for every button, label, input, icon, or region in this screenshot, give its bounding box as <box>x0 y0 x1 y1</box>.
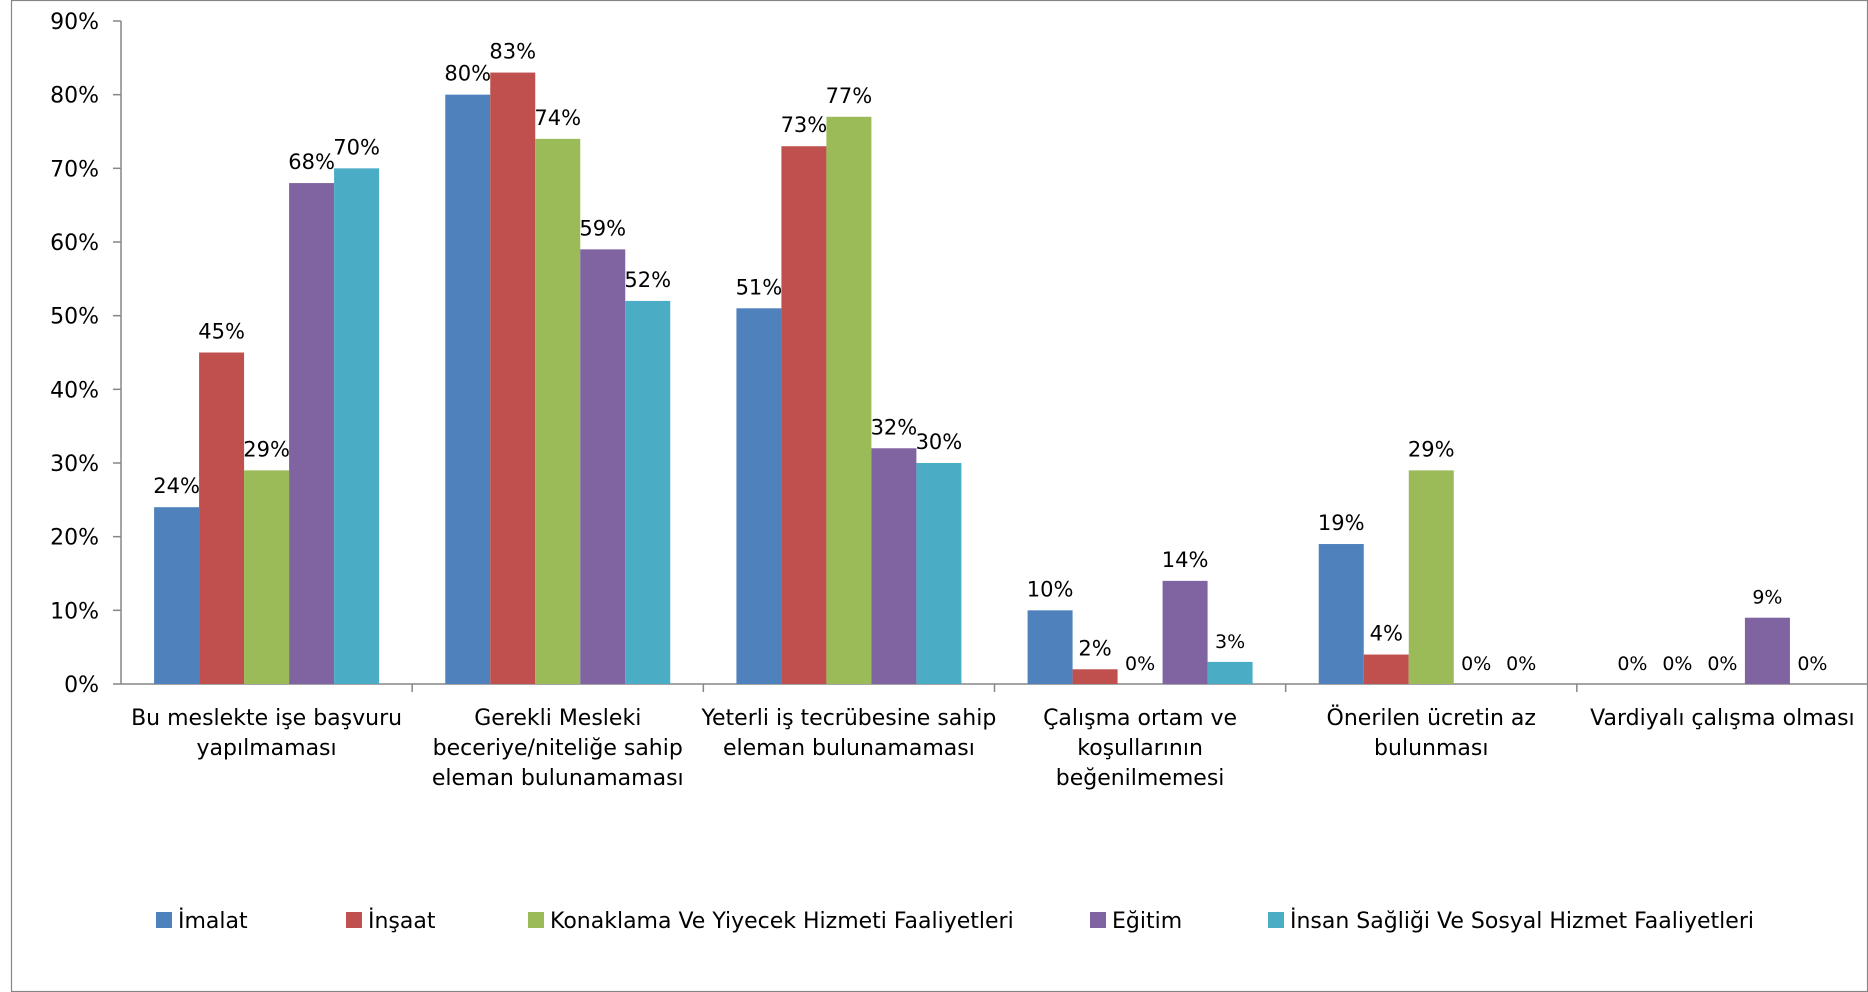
legend-swatch <box>528 912 544 928</box>
legend-item: Eğitim <box>1090 909 1182 934</box>
data-label: 9% <box>1752 587 1782 609</box>
y-tick-label: 70% <box>50 157 99 182</box>
legend-swatch <box>1268 912 1284 928</box>
data-label: 0% <box>1707 653 1737 675</box>
y-tick-label: 90% <box>50 10 99 35</box>
bar <box>871 448 917 684</box>
data-label: 0% <box>1125 653 1155 675</box>
data-label: 10% <box>1027 577 1074 601</box>
data-label: 29% <box>1408 437 1455 461</box>
bar <box>826 116 872 685</box>
data-label: 74% <box>534 106 581 130</box>
bar <box>580 249 626 684</box>
bar <box>781 146 827 684</box>
bar <box>334 168 380 685</box>
bar <box>1072 669 1118 684</box>
bar <box>736 308 782 684</box>
legend-item: İnsan Sağliği Ve Sosyal Hizmet Faaliyetl… <box>1268 908 1754 934</box>
legend-swatch <box>156 912 172 928</box>
data-label: 0% <box>1662 653 1692 675</box>
data-label: 59% <box>579 216 626 240</box>
y-tick-label: 40% <box>50 378 99 403</box>
x-category-label: Önerilen ücretin az bulunması <box>1327 705 1536 761</box>
legend-item: İmalat <box>156 908 248 934</box>
x-category-label: Bu meslekte işe başvuru yapılmaması <box>131 706 402 761</box>
data-label: 32% <box>871 415 918 439</box>
legend-label: İmalat <box>178 908 248 934</box>
legend-label: İnşaat <box>368 908 436 934</box>
bar <box>289 183 335 685</box>
x-category-label: Yeterli iş tecrübesine sahip eleman bulun… <box>701 706 997 761</box>
legend-item: İnşaat <box>346 908 436 934</box>
bar <box>1408 470 1454 684</box>
y-tick-label: 20% <box>50 526 99 551</box>
bar <box>1027 610 1073 684</box>
y-tick-label: 50% <box>50 305 99 330</box>
bar <box>1318 544 1364 684</box>
data-label: 77% <box>826 84 873 108</box>
data-label: 0% <box>1461 653 1491 675</box>
bar <box>1207 661 1253 684</box>
y-tick-label: 10% <box>50 599 99 624</box>
data-label: 73% <box>781 113 828 137</box>
x-category-label: Çalışma ortam ve koşullarının beğenilmemes… <box>1043 706 1237 791</box>
data-label: 19% <box>1318 511 1365 535</box>
x-category-label: Gerekli Mesleki beceriye/niteliğe sahip el… <box>432 706 684 791</box>
data-label: 70% <box>333 135 380 159</box>
data-label: 2% <box>1078 636 1111 660</box>
data-label: 3% <box>1215 631 1245 653</box>
data-label: 83% <box>489 40 536 64</box>
legend-swatch <box>1090 912 1106 928</box>
bar <box>1363 654 1409 684</box>
bar <box>445 94 491 684</box>
bar <box>1744 617 1790 684</box>
data-label: 52% <box>624 268 671 292</box>
bar <box>916 463 962 684</box>
x-category-label: Vardiyalı çalışma olması <box>1590 706 1855 731</box>
y-tick-label: 60% <box>50 231 99 256</box>
data-label: 24% <box>153 474 200 498</box>
data-label: 4% <box>1370 622 1403 646</box>
legend-label: İnsan Sağliği Ve Sosyal Hizmet Faaliyetl… <box>1290 908 1754 934</box>
y-tick-label: 30% <box>50 452 99 477</box>
legend-label: Eğitim <box>1112 909 1182 934</box>
data-label: 45% <box>198 320 245 344</box>
data-label: 30% <box>916 430 963 454</box>
data-label: 0% <box>1506 653 1536 675</box>
legend-item: Konaklama Ve Yiyecek Hizmeti Faaliyetler… <box>528 909 1014 934</box>
bar <box>244 470 290 684</box>
data-label: 14% <box>1162 548 1209 572</box>
bar <box>535 138 581 684</box>
legend-label: Konaklama Ve Yiyecek Hizmeti Faaliyetler… <box>550 909 1014 934</box>
data-label: 0% <box>1617 653 1647 675</box>
data-label: 68% <box>288 150 335 174</box>
bar <box>1162 580 1208 684</box>
bar <box>154 507 200 684</box>
data-label: 80% <box>444 62 491 86</box>
data-label: 0% <box>1797 653 1827 675</box>
bar <box>199 352 245 684</box>
y-tick-label: 0% <box>64 673 99 698</box>
data-label: 51% <box>736 275 783 299</box>
legend-swatch <box>346 912 362 928</box>
data-label: 29% <box>243 437 290 461</box>
bar <box>490 72 536 685</box>
bar <box>625 300 671 684</box>
y-tick-label: 80% <box>50 84 99 109</box>
